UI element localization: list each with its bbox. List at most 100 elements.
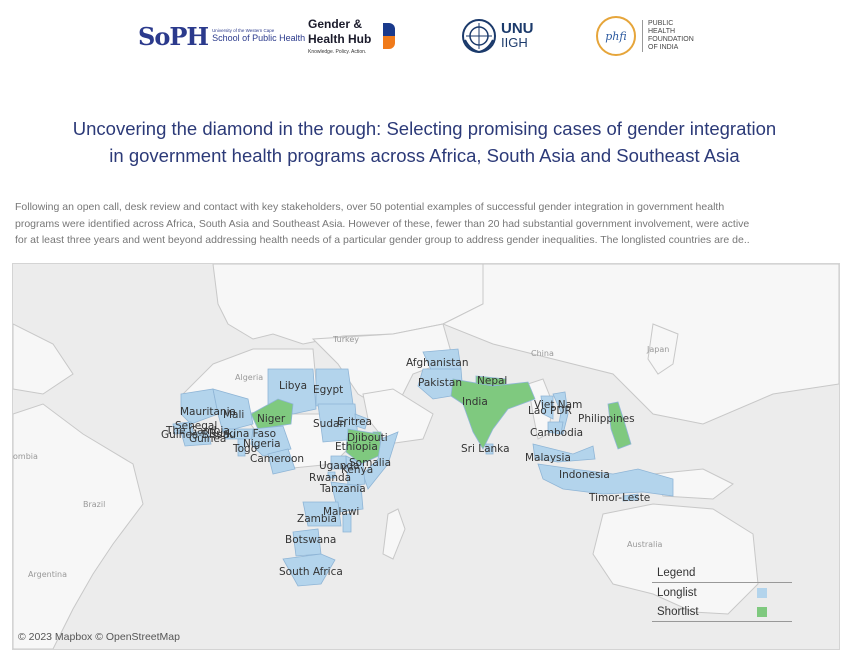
legend-item-shortlist[interactable]: Shortlist — [652, 602, 792, 622]
country-map[interactable]: Turkey Algeria China Japan Brazil Argent… — [12, 263, 840, 650]
label-niger: Niger — [257, 413, 286, 425]
phfi-logo-line2: HEALTH — [648, 28, 676, 35]
description-line1: Following an open call, desk review and … — [15, 201, 725, 213]
label-togo: Togo — [232, 443, 257, 455]
label-mali: Mali — [223, 409, 244, 421]
label-sudan: Sudan — [313, 418, 346, 430]
base-label-turkey: Turkey — [332, 335, 359, 344]
country-guinea[interactable] — [180, 431, 212, 447]
legend-swatch-longlist — [757, 587, 767, 598]
base-label-china: China — [531, 349, 554, 358]
page-title: Uncovering the diamond in the rough: Sel… — [20, 115, 829, 169]
land-south-america — [13, 403, 144, 649]
country-philippines[interactable] — [607, 401, 632, 450]
country-malawi[interactable] — [342, 513, 352, 533]
unu-iigh-logo: UNU IIGH — [461, 10, 534, 62]
country-rwanda[interactable] — [327, 471, 336, 479]
country-niger[interactable] — [250, 398, 294, 430]
map-legend: Legend Longlist Shortlist — [652, 567, 792, 622]
country-cambodia[interactable] — [547, 421, 564, 435]
country-south-africa[interactable] — [282, 553, 336, 587]
ghh-logo-tagline: Knowledge. Policy. Action. — [308, 49, 367, 55]
label-viet-nam: Viet Nam — [534, 399, 582, 411]
label-cameroon: Cameroon — [250, 453, 304, 465]
label-timor-leste: Timor-Leste — [588, 492, 650, 504]
country-somalia[interactable] — [362, 431, 399, 490]
label-djibouti: Djibouti — [347, 432, 388, 444]
country-malaysia[interactable] — [532, 443, 596, 463]
label-the-gambia: The Gambia — [165, 425, 230, 437]
description: Following an open call, desk review and … — [15, 199, 839, 249]
soph-logo: SoPH University of the Western Cape Scho… — [138, 10, 305, 62]
country-lao-pdr[interactable] — [540, 395, 554, 420]
label-cambodia: Cambodia — [530, 427, 583, 439]
legend-item-label: Longlist — [657, 586, 697, 599]
label-philippines: Philippines — [578, 413, 635, 425]
un-emblem-icon — [462, 19, 496, 54]
legend-swatch-shortlist — [757, 606, 767, 617]
country-mauritania[interactable] — [180, 388, 219, 425]
label-indonesia: Indonesia — [559, 469, 610, 481]
soph-logo-mark: SoPH — [138, 21, 209, 51]
country-eritrea[interactable] — [354, 413, 369, 430]
base-label-algeria: Algeria — [235, 373, 263, 382]
page-title-line1: Uncovering the diamond in the rough: Sel… — [72, 118, 777, 139]
label-egypt: Egypt — [313, 384, 343, 396]
label-ethiopia: Ethiopia — [335, 441, 378, 453]
label-nigeria: Nigeria — [243, 438, 281, 450]
country-india[interactable] — [450, 378, 536, 450]
country-zambia[interactable] — [302, 501, 342, 527]
label-pakistan: Pakistan — [418, 377, 462, 389]
map-attribution[interactable]: © 2023 Mapbox © OpenStreetMap — [18, 631, 180, 643]
label-burkina-faso: Burkina Faso — [209, 428, 276, 440]
label-kenya: Kenya — [341, 464, 373, 476]
ghh-logo-line2: Health Hub — [308, 32, 372, 46]
legend-title: Legend — [652, 567, 792, 583]
base-label-japan: Japan — [646, 345, 669, 354]
country-viet-nam[interactable] — [552, 391, 569, 435]
legend-item-longlist[interactable]: Longlist — [652, 583, 792, 602]
label-somalia: Somalia — [349, 457, 391, 469]
country-timor-leste[interactable] — [622, 493, 639, 502]
country-cameroon[interactable] — [267, 448, 296, 475]
label-guinea-bissau: Guinea-Bissau — [161, 429, 236, 441]
phfi-logo-line4: OF INDIA — [648, 44, 679, 51]
label-uganda: Uganda — [319, 460, 360, 472]
label-libya: Libya — [279, 380, 307, 392]
land-thailand — [527, 378, 554, 440]
country-ethiopia[interactable] — [345, 428, 384, 465]
label-nepal: Nepal — [477, 375, 507, 387]
legend-item-label: Shortlist — [657, 605, 699, 618]
ghh-logo-bar-icon — [383, 23, 396, 49]
country-kenya[interactable] — [345, 455, 366, 487]
phfi-logo-mark: phfi — [596, 16, 636, 56]
label-senegal: Senegal — [175, 420, 217, 432]
label-india: India — [462, 396, 488, 408]
label-eritrea: Eritrea — [337, 416, 372, 428]
country-indonesia[interactable] — [537, 463, 674, 497]
label-malawi: Malawi — [323, 506, 359, 518]
label-botswana: Botswana — [285, 534, 336, 546]
phfi-logo: phfi PUBLIC HEALTH FOUNDATION OF INDIA — [596, 10, 694, 62]
label-rwanda: Rwanda — [309, 472, 351, 484]
label-tanzania: Tanzania — [319, 483, 366, 495]
unu-logo-line1: UNU — [501, 20, 534, 37]
map-canvas[interactable]: Turkey Algeria China Japan Brazil Argent… — [13, 264, 839, 649]
base-label-ombia: ombia — [13, 452, 38, 461]
label-sri-lanka: Sri Lanka — [461, 443, 510, 455]
country-mali[interactable] — [212, 388, 254, 433]
base-label-brazil: Brazil — [83, 500, 105, 509]
country-togo[interactable] — [237, 438, 246, 457]
base-label-argentina: Argentina — [28, 570, 67, 579]
base-label-australia: Australia — [627, 540, 662, 549]
country-sri-lanka[interactable] — [485, 443, 494, 455]
unu-logo-line2: IIGH — [501, 35, 528, 50]
page-title-line2: in government health programs across Afr… — [109, 145, 740, 166]
country-uganda[interactable] — [330, 455, 347, 470]
label-lao-pdr: Lao PDR — [528, 405, 572, 417]
description-line2: programs were identified across Africa, … — [15, 217, 750, 230]
label-zambia: Zambia — [297, 513, 337, 525]
land-madagascar — [382, 508, 406, 560]
land-mexico — [13, 323, 74, 395]
gender-health-hub-logo: Gender & Health Hub Knowledge. Policy. A… — [308, 10, 396, 62]
